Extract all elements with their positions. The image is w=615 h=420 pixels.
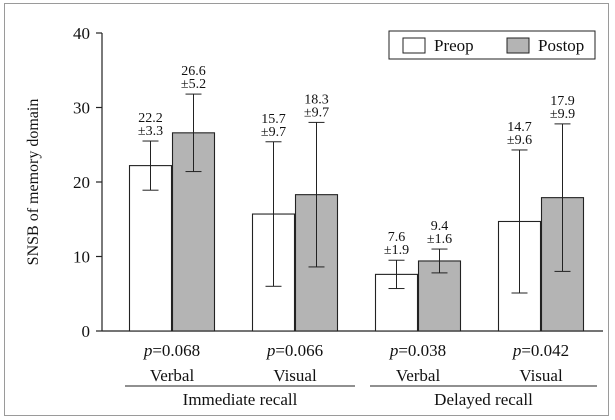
chart-frame: 0 10 20 30 40 SNSB of memory domain 22.2 ±3.3 26… [4,3,609,416]
data-label-sd: ±9.9 [550,107,575,122]
data-label-mean: 9.4 [431,219,449,234]
legend-swatch-preop [402,37,426,54]
p-symbol: p [143,341,153,360]
data-label-sd: ±9.7 [304,105,329,120]
p-symbol: p [389,341,399,360]
bar-chart: 0 10 20 30 40 SNSB of memory domain 22.2±3.3 26… [25,24,603,409]
p-symbol: p [266,341,276,360]
data-label-mean: 26.6 [181,64,206,79]
y-tick-label: 40 [73,24,90,43]
data-label-sd: ±1.6 [427,232,452,247]
data-label-sd: ±5.2 [181,77,206,92]
legend-label-preop: Preop [434,36,474,55]
y-tick-label: 20 [73,173,90,192]
data-label-mean: 15.7 [261,112,286,127]
bar-preop [128,165,173,332]
data-label-mean: 14.7 [507,120,532,135]
p-value-label: p=0.068 [143,341,200,360]
y-tick-label: 10 [73,248,90,267]
p-symbol: p [512,341,522,360]
y-axis-label: SNSB of memory domain [25,99,42,266]
category-label: Visual [519,366,563,385]
data-label-mean: 17.9 [550,94,575,109]
data-label-sd: ±3.3 [138,124,163,139]
p-value-label: p=0.042 [512,341,569,360]
group-label: Immediate recall [183,390,298,409]
p-value: =0.066 [275,341,323,360]
data-label-mean: 18.3 [304,92,329,107]
p-value: =0.068 [152,341,200,360]
p-value: =0.038 [398,341,446,360]
p-value-label: p=0.066 [266,341,323,360]
bar-postop [417,260,462,332]
bar-postop [171,132,216,332]
p-value-label: p=0.038 [389,341,446,360]
data-label-sd: ±1.9 [384,243,409,258]
group-label: Delayed recall [434,390,533,409]
data-label-sd: ±9.7 [261,125,286,140]
data-label-mean: 7.6 [388,230,406,245]
data-label-sd: ±9.6 [507,133,532,148]
category-label: Verbal [396,366,441,385]
y-tick-label: 30 [73,99,90,118]
legend-swatch-postop [506,37,530,54]
category-label: Verbal [150,366,195,385]
legend-box [388,30,596,60]
p-value: =0.042 [521,341,569,360]
legend-label-postop: Postop [538,36,584,55]
y-tick-label: 0 [82,322,91,341]
category-label: Visual [273,366,317,385]
data-label-mean: 22.2 [138,111,163,126]
